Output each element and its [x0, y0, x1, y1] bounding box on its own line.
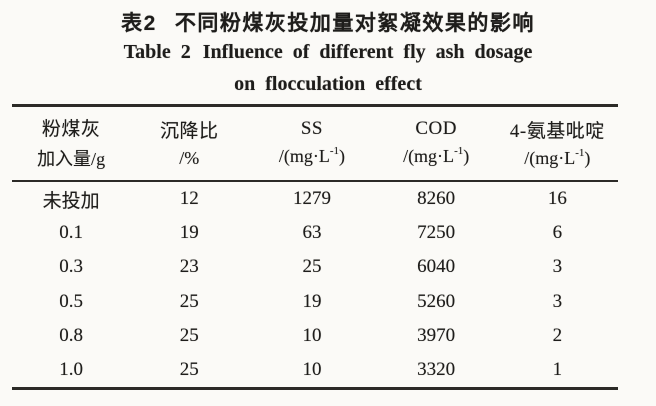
- table-cell: 未投加: [42, 190, 100, 212]
- column-unit: /(mg·L-1): [248, 145, 375, 167]
- table-cell: 5260: [417, 290, 456, 312]
- unit-suffix: ): [584, 148, 591, 168]
- unit-text: /%: [179, 148, 200, 168]
- table-cell: 3: [552, 290, 563, 312]
- table-cell: 25: [302, 256, 322, 278]
- table-cell: 16: [547, 188, 567, 210]
- table-cell: 1.0: [59, 358, 83, 380]
- table-cell: 6: [552, 222, 563, 244]
- unit-superscript: -1: [454, 145, 464, 158]
- table-row: 未投加 12 1279 8260 16: [12, 182, 618, 216]
- table-number-en: Table 2: [123, 41, 191, 63]
- table-header-row: 粉煤灰 加入量/g 沉降比 /% SS /(mg·L-1) COD /(mg·L…: [12, 107, 618, 182]
- unit-suffix: ): [463, 146, 470, 167]
- table-cell: 10: [302, 358, 322, 380]
- table-cell: 0.5: [59, 290, 83, 312]
- data-table: 粉煤灰 加入量/g 沉降比 /% SS /(mg·L-1) COD /(mg·L…: [12, 104, 618, 390]
- table-cell: 23: [179, 256, 199, 278]
- table-cell: 8260: [417, 188, 456, 210]
- table-row: 0.8 25 10 3970 2: [12, 319, 618, 353]
- column-title: 沉降比: [159, 121, 219, 142]
- table-cell: 1: [552, 358, 563, 380]
- table-row: 0.1 19 63 7250 6: [12, 216, 618, 250]
- table-cell: 25: [179, 290, 199, 312]
- unit-text: /(mg·L: [403, 146, 455, 167]
- column-header-ss: SS /(mg·L-1): [248, 107, 375, 180]
- table-cell: 12: [179, 188, 199, 210]
- table-title-chinese: 表2 不同粉煤灰投加量对絮凝效果的影响: [0, 7, 656, 37]
- table-title-english-line2: on flocculation effect: [234, 73, 422, 95]
- table-number-cn: 表2: [121, 12, 157, 35]
- table-cell: 1279: [292, 188, 331, 210]
- table-cell: 25: [179, 358, 199, 380]
- table-body: 未投加 12 1279 8260 16 0.1 19 63 7250 6 0.3…: [12, 182, 618, 387]
- unit-text: /(mg·L: [278, 146, 330, 167]
- column-unit: /(mg·L-1): [497, 147, 618, 169]
- column-title: SS: [300, 117, 323, 139]
- table-cell: 2: [552, 324, 563, 346]
- table-cell: 0.3: [59, 256, 83, 278]
- table-row: 0.3 23 25 6040 3: [12, 250, 618, 284]
- table-cell: 10: [302, 324, 322, 346]
- table-title-english-line1: Table 2 Influence of different fly ash do…: [0, 41, 656, 64]
- table-cell: 19: [302, 290, 322, 312]
- unit-text: /(mg·L: [524, 148, 576, 168]
- table-title-en-text: Influence of different fly ash dosage: [202, 41, 533, 63]
- table-cell: 3: [552, 256, 563, 278]
- table-row: 0.5 25 19 5260 3: [12, 285, 618, 319]
- column-unit: /(mg·L-1): [376, 145, 497, 167]
- table-cell: 6040: [417, 256, 456, 278]
- table-cell: 3320: [417, 358, 456, 380]
- column-unit: 加入量/g: [12, 145, 130, 171]
- column-header-fly-ash-dosage: 粉煤灰 加入量/g: [12, 107, 130, 180]
- unit-superscript: -1: [329, 145, 340, 158]
- table-cell: 0.8: [59, 324, 83, 346]
- unit-superscript: -1: [575, 147, 585, 159]
- column-header-settling-ratio: 沉降比 /%: [130, 107, 248, 180]
- column-header-4-aminopyridine: 4-氨基吡啶 /(mg·L-1): [497, 107, 618, 180]
- unit-suffix: ): [339, 146, 346, 167]
- column-title: 4-氨基吡啶: [509, 121, 605, 142]
- column-title: 粉煤灰: [41, 119, 101, 141]
- table-title-cn-text: 不同粉煤灰投加量对絮凝效果的影响: [174, 12, 535, 35]
- column-title: COD: [415, 117, 457, 139]
- unit-text: 加入量/g: [37, 148, 106, 169]
- table-cell: 63: [302, 222, 322, 244]
- table-cell: 3970: [417, 324, 456, 346]
- table-cell: 25: [179, 324, 199, 346]
- column-header-cod: COD /(mg·L-1): [376, 107, 497, 180]
- table-cell: 0.1: [59, 222, 83, 244]
- table-cell: 7250: [417, 222, 456, 244]
- column-unit: /%: [130, 148, 248, 169]
- table-cell: 19: [179, 222, 199, 244]
- table-row: 1.0 25 10 3320 1: [12, 353, 618, 387]
